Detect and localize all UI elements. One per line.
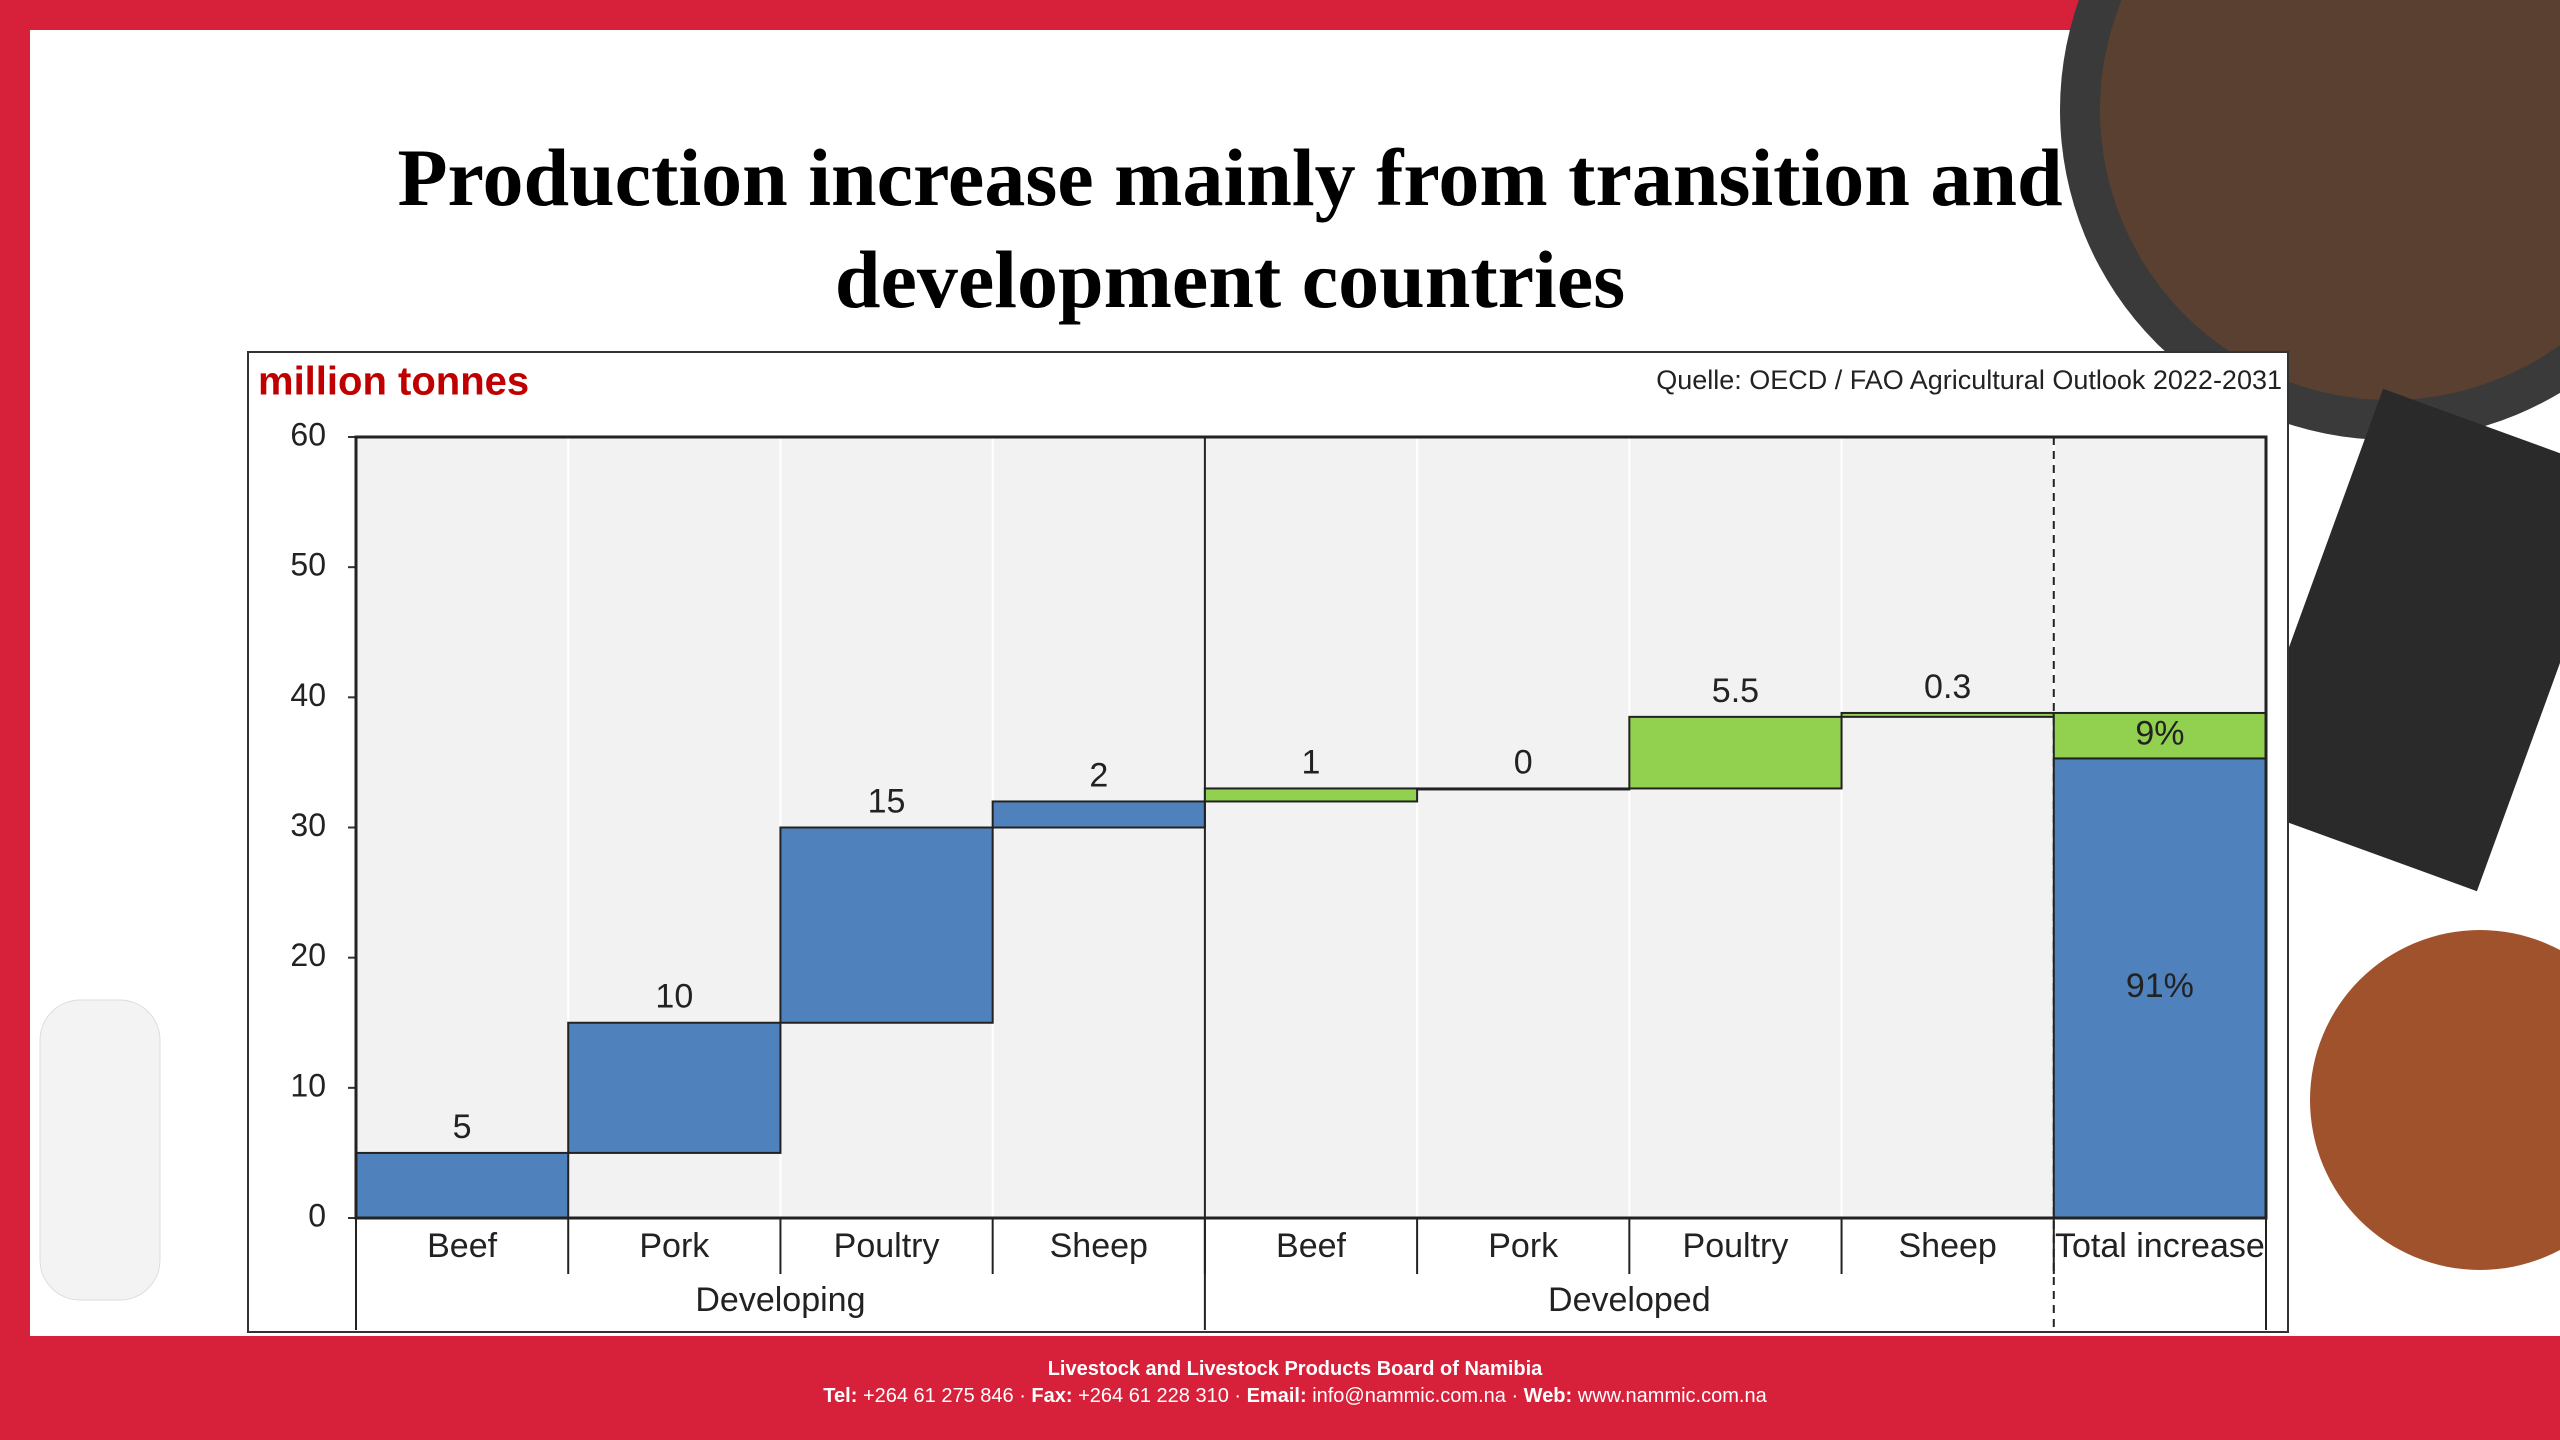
x-tick-label: Poultry bbox=[834, 1227, 940, 1265]
title-line: development countries bbox=[835, 234, 1625, 325]
group-label: Developed bbox=[1548, 1281, 1711, 1319]
y-tick-label: 50 bbox=[290, 547, 326, 583]
data-label: 5 bbox=[453, 1108, 472, 1146]
data-label: 0 bbox=[1514, 743, 1533, 781]
x-tick-label: Sheep bbox=[1050, 1227, 1148, 1265]
label: Email: bbox=[1247, 1385, 1307, 1407]
y-tick-label: 60 bbox=[290, 416, 326, 452]
title: Production increase mainly from transiti… bbox=[397, 132, 2062, 325]
x-tick-label: Total increase bbox=[2055, 1227, 2265, 1265]
bar bbox=[1628, 715, 1843, 790]
y-tick-label: 10 bbox=[290, 1067, 326, 1103]
data-label: 15 bbox=[868, 782, 906, 820]
email: info@nammic.com.na bbox=[1312, 1385, 1507, 1407]
bar bbox=[355, 1151, 570, 1219]
bar bbox=[779, 826, 994, 1024]
x-tick-label: Sheep bbox=[1899, 1227, 1997, 1265]
x-tick-label: Pork bbox=[639, 1227, 710, 1265]
left-band bbox=[0, 0, 30, 1440]
y-axis-label: million tonnes bbox=[258, 360, 529, 404]
footer-band bbox=[0, 1336, 2560, 1440]
data-label: 5.5 bbox=[1712, 672, 1759, 710]
total-bar bbox=[2052, 711, 2268, 760]
plot: 01020304050605Beef10Pork15Poultry2SheepD… bbox=[290, 416, 2268, 1330]
tel: +264 61 275 846 bbox=[863, 1385, 1014, 1407]
plot-border bbox=[354, 435, 2268, 1220]
bar bbox=[991, 800, 1206, 829]
decor-milk bbox=[39, 999, 161, 1301]
total-label: 9% bbox=[2135, 715, 2184, 753]
x-tick-label: Pork bbox=[1488, 1227, 1559, 1265]
x-tick-label: Beef bbox=[1276, 1227, 1346, 1265]
x-tick-label: Beef bbox=[427, 1227, 497, 1265]
decor-burger bbox=[2310, 930, 2560, 1270]
bar bbox=[1416, 787, 1631, 791]
y-tick-label: 0 bbox=[308, 1197, 326, 1233]
fax: +264 61 228 310 bbox=[1078, 1385, 1229, 1407]
label: Web: bbox=[1524, 1385, 1573, 1407]
label: Tel: bbox=[823, 1385, 857, 1407]
data-label: 0.3 bbox=[1924, 668, 1971, 706]
data-label: 1 bbox=[1302, 743, 1321, 781]
footer-org: Livestock and Livestock Products Board o… bbox=[1048, 1358, 1543, 1380]
y-tick-label: 20 bbox=[290, 937, 326, 973]
web: www.nammic.com.na bbox=[1577, 1385, 1768, 1407]
data-label: 2 bbox=[1089, 756, 1108, 794]
data-label: 10 bbox=[655, 978, 693, 1016]
y-tick-label: 40 bbox=[290, 677, 326, 713]
bar bbox=[1203, 787, 1419, 803]
decor-food bbox=[2100, 0, 2560, 400]
source: Quelle: OECD / FAO Agricultural Outlook … bbox=[1656, 365, 2282, 395]
footer-contact: Tel: +264 61 275 846 · Fax: +264 61 228 … bbox=[823, 1385, 1767, 1407]
bar bbox=[1840, 711, 2055, 718]
total-label: 91% bbox=[2126, 967, 2194, 1005]
group-label: Developing bbox=[695, 1281, 865, 1319]
y-tick-label: 30 bbox=[290, 807, 326, 843]
title-line: Production increase mainly from transiti… bbox=[397, 132, 2062, 223]
x-tick-label: Poultry bbox=[1683, 1227, 1789, 1265]
decor-grill bbox=[2232, 388, 2560, 892]
bar bbox=[567, 1021, 782, 1154]
label: Fax: bbox=[1031, 1385, 1072, 1407]
